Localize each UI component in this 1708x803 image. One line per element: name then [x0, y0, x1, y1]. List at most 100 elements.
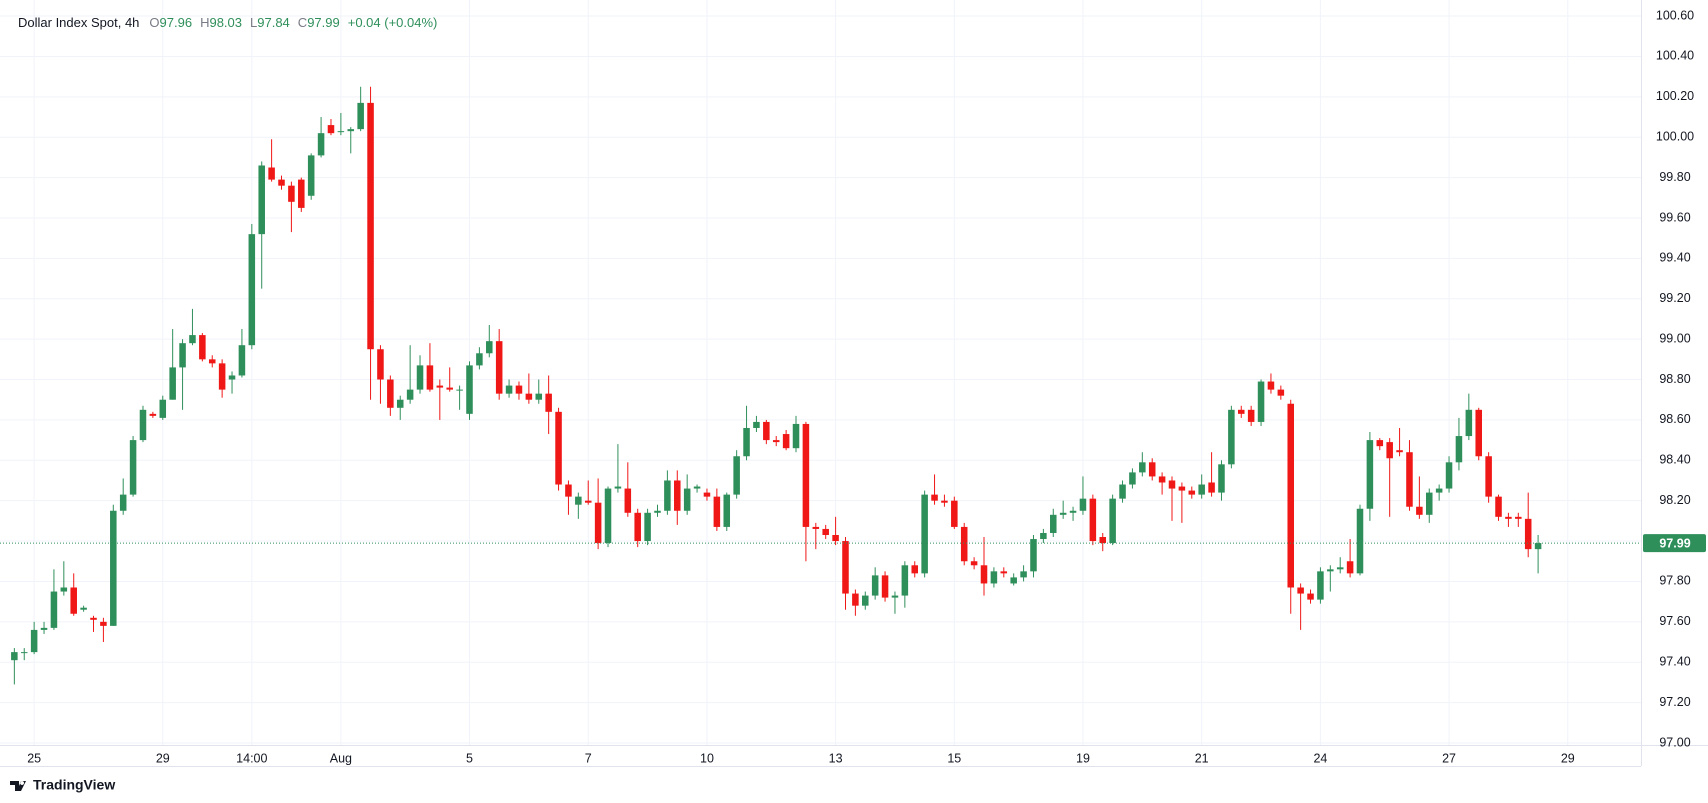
candle-body: [1386, 442, 1393, 459]
candle-body: [199, 335, 206, 360]
mark-layer: [0, 86, 1641, 685]
candle-body: [1307, 593, 1314, 600]
y-tick-label: 97.00: [1659, 735, 1690, 749]
candle-body: [1455, 436, 1463, 463]
candle-body: [1139, 462, 1146, 473]
candle-body: [1287, 403, 1295, 588]
candle-body: [1228, 409, 1235, 465]
last-price-box: [1643, 534, 1706, 553]
x-tick-label: 21: [1195, 751, 1209, 765]
readout-change: +0.04 (+0.04%): [348, 15, 438, 30]
candle-body: [1109, 498, 1116, 544]
candle-body: [1366, 440, 1374, 509]
candle-body: [862, 595, 869, 606]
x-tick-label: 5: [466, 751, 473, 765]
y-tick-label: 99.20: [1659, 291, 1690, 305]
candle-body: [772, 440, 780, 443]
candle-body: [1050, 514, 1057, 533]
x-tick-label: 29: [156, 751, 170, 765]
candle-body: [792, 423, 800, 449]
candle-body: [149, 413, 157, 416]
candle-body: [970, 561, 978, 566]
candle-body: [1257, 381, 1265, 422]
candle-body: [258, 165, 265, 235]
readout-label: C: [298, 15, 307, 30]
candle-body: [624, 488, 632, 513]
x-tick-label: 25: [27, 751, 41, 765]
candle-body: [832, 535, 839, 542]
readout-value: 98.03: [209, 15, 242, 30]
candle-body: [396, 399, 404, 408]
candle-body: [159, 399, 167, 418]
candle-body: [1524, 518, 1532, 550]
candle-body: [584, 500, 592, 503]
candle-body: [545, 393, 552, 412]
candle-body: [1416, 506, 1423, 515]
candle-body: [278, 179, 285, 186]
y-tick-label: 98.20: [1659, 493, 1690, 507]
candle-body: [634, 512, 641, 542]
candle-body: [575, 496, 582, 505]
y-tick-label: 99.80: [1659, 170, 1690, 184]
candle-body: [268, 167, 275, 180]
candle-body: [1040, 532, 1047, 540]
last-price-label: 97.99: [1659, 536, 1690, 550]
candle-body: [436, 385, 444, 388]
candle-body: [1079, 498, 1087, 511]
y-tick-label: 97.40: [1659, 655, 1690, 669]
y-tick-label: 97.60: [1659, 614, 1690, 628]
candle-body: [100, 621, 107, 626]
candle-body: [377, 349, 384, 380]
candle-body: [1099, 537, 1107, 544]
candle-body: [1356, 508, 1364, 574]
candle-body: [1485, 456, 1492, 497]
candle-body: [693, 486, 701, 489]
candle-body: [119, 494, 127, 511]
candle-body: [1406, 452, 1413, 507]
candle-body: [307, 155, 315, 196]
y-tick-label: 100.40: [1656, 49, 1694, 63]
candle-body: [1020, 571, 1027, 578]
readout-value: 97.84: [257, 15, 290, 30]
x-tick-label: 13: [829, 751, 843, 765]
candle-body: [881, 575, 889, 598]
candle-body: [1069, 510, 1077, 513]
candle-body: [901, 565, 909, 596]
y-tick-label: 100.00: [1656, 130, 1694, 144]
candle-body: [238, 345, 246, 376]
candle-body: [1129, 472, 1136, 485]
candle-body: [1297, 587, 1304, 594]
candle-body: [70, 587, 77, 614]
x-tick-label: 10: [700, 751, 714, 765]
candle-body: [456, 389, 463, 391]
candle-body: [782, 434, 790, 449]
candle-body: [110, 510, 117, 626]
candle-body: [852, 593, 859, 606]
candle-body: [1327, 569, 1334, 572]
candle-body: [1198, 484, 1205, 495]
x-tick-label: 19: [1076, 751, 1090, 765]
candle-body: [337, 131, 345, 133]
candle-body: [60, 587, 68, 592]
grid-layer: [0, 0, 1641, 745]
candle-body: [713, 496, 721, 527]
candle-body: [525, 393, 533, 400]
candle-body: [20, 652, 28, 654]
candle-body: [1089, 498, 1097, 542]
candle-body: [1010, 577, 1017, 584]
candle-body: [1267, 381, 1275, 390]
candle-body: [1178, 486, 1186, 491]
candle-body: [703, 492, 711, 497]
candle-body: [50, 591, 58, 628]
candle-body: [1534, 543, 1542, 550]
candle-body: [1445, 462, 1453, 489]
x-tick-label: 7: [585, 751, 592, 765]
y-tick-label: 99.40: [1659, 251, 1690, 265]
candle-body: [218, 363, 226, 390]
y-tick-label: 99.60: [1659, 210, 1690, 224]
candle-body: [80, 607, 87, 610]
candle-body: [1030, 539, 1037, 572]
candle-body: [347, 129, 355, 132]
candle-body: [535, 393, 543, 400]
